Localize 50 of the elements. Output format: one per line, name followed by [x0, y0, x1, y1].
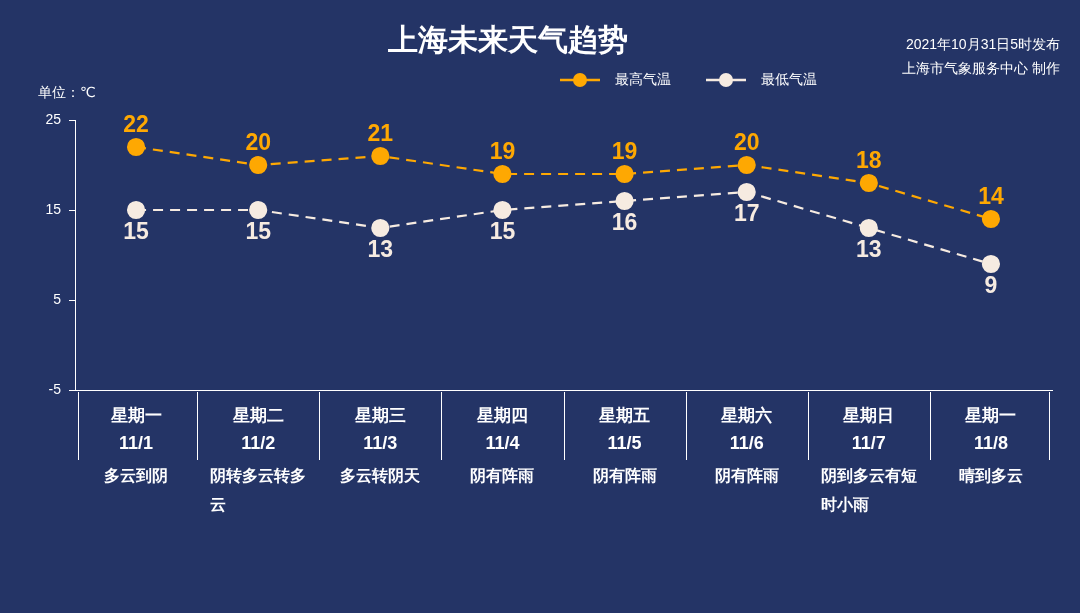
- data-label: 14: [978, 182, 1004, 209]
- point: [249, 155, 268, 175]
- point: [615, 191, 634, 211]
- point: [859, 218, 878, 238]
- data-label: 19: [489, 137, 516, 164]
- x-tick-label: 星期三 11/3 多云转阴天: [340, 405, 422, 485]
- text: 2021年10月31日5时发布: [905, 35, 1060, 52]
- point: [249, 200, 268, 220]
- point: [615, 164, 634, 184]
- data-label: 20: [245, 128, 271, 155]
- chart-title: 上海未来天气趋势: [386, 23, 628, 57]
- point: [737, 182, 756, 202]
- y-axis-title: 单位：℃: [38, 83, 96, 100]
- point: [371, 218, 390, 238]
- legend-label: 最低气温: [761, 70, 817, 87]
- legend-label: 最高气温: [615, 70, 671, 87]
- point: [981, 254, 1001, 274]
- y-tick-label: 15: [45, 200, 62, 217]
- y-tick-label: 5: [53, 290, 62, 307]
- data-label: 13: [367, 235, 394, 262]
- data-label: 19: [611, 137, 638, 164]
- x-tick-label: 星期五 11/5 阴有阵雨: [592, 405, 657, 485]
- data-label: 18: [856, 146, 882, 173]
- data-label: 15: [245, 217, 272, 244]
- data-label: 13: [856, 235, 882, 262]
- x-tick-label: 星期六 11/6 阴有阵雨: [714, 405, 779, 485]
- data-label: 16: [611, 208, 638, 235]
- point: [126, 137, 146, 157]
- x-tick-label: 星期一 11/8 晴到多云: [958, 405, 1023, 485]
- x-tick-label: 星期四 11/4 阴有阵雨: [470, 405, 535, 485]
- text: 上海市气象服务中心 制作: [902, 59, 1060, 76]
- point: [371, 146, 390, 166]
- x-tick-label: 星期二 11/2 阴转多云转多云: [210, 405, 307, 514]
- point: [493, 200, 512, 220]
- data-label: 17: [733, 199, 760, 226]
- data-label: 21: [367, 119, 394, 146]
- data-label: 22: [123, 110, 149, 137]
- data-label: 15: [489, 217, 516, 244]
- point: [493, 164, 512, 184]
- data-label: 9: [984, 271, 998, 298]
- x-tick-label: 星期一 11/1 多云到阴: [104, 405, 169, 485]
- y-tick-label: -5: [48, 380, 62, 397]
- point: [737, 155, 756, 175]
- x-tick-label: 星期日 11/7 阴到多云有短时小雨: [820, 405, 917, 514]
- point: [981, 209, 1001, 229]
- y-tick-label: 25: [45, 110, 62, 127]
- data-label: 15: [123, 217, 150, 244]
- point: [126, 200, 146, 220]
- point: [859, 173, 878, 193]
- data-label: 20: [733, 128, 760, 155]
